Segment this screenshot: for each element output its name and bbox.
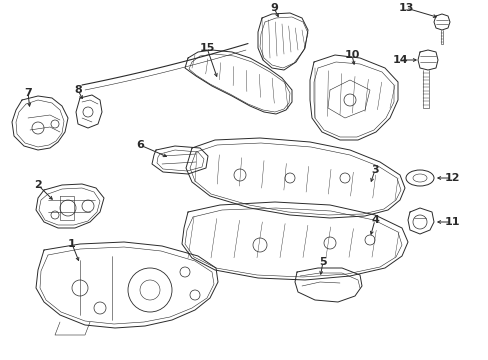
Text: 3: 3 bbox=[370, 165, 378, 175]
Text: 15: 15 bbox=[199, 43, 214, 53]
Text: 8: 8 bbox=[74, 85, 81, 95]
Text: 4: 4 bbox=[370, 215, 378, 225]
Text: 12: 12 bbox=[443, 173, 459, 183]
Text: 14: 14 bbox=[391, 55, 407, 65]
Text: 13: 13 bbox=[398, 3, 413, 13]
Text: 7: 7 bbox=[24, 88, 32, 98]
Text: 5: 5 bbox=[319, 257, 326, 267]
Text: 1: 1 bbox=[68, 239, 76, 249]
Text: 10: 10 bbox=[344, 50, 359, 60]
Text: 9: 9 bbox=[269, 3, 277, 13]
Text: 6: 6 bbox=[136, 140, 143, 150]
Text: 11: 11 bbox=[443, 217, 459, 227]
Text: 2: 2 bbox=[34, 180, 42, 190]
